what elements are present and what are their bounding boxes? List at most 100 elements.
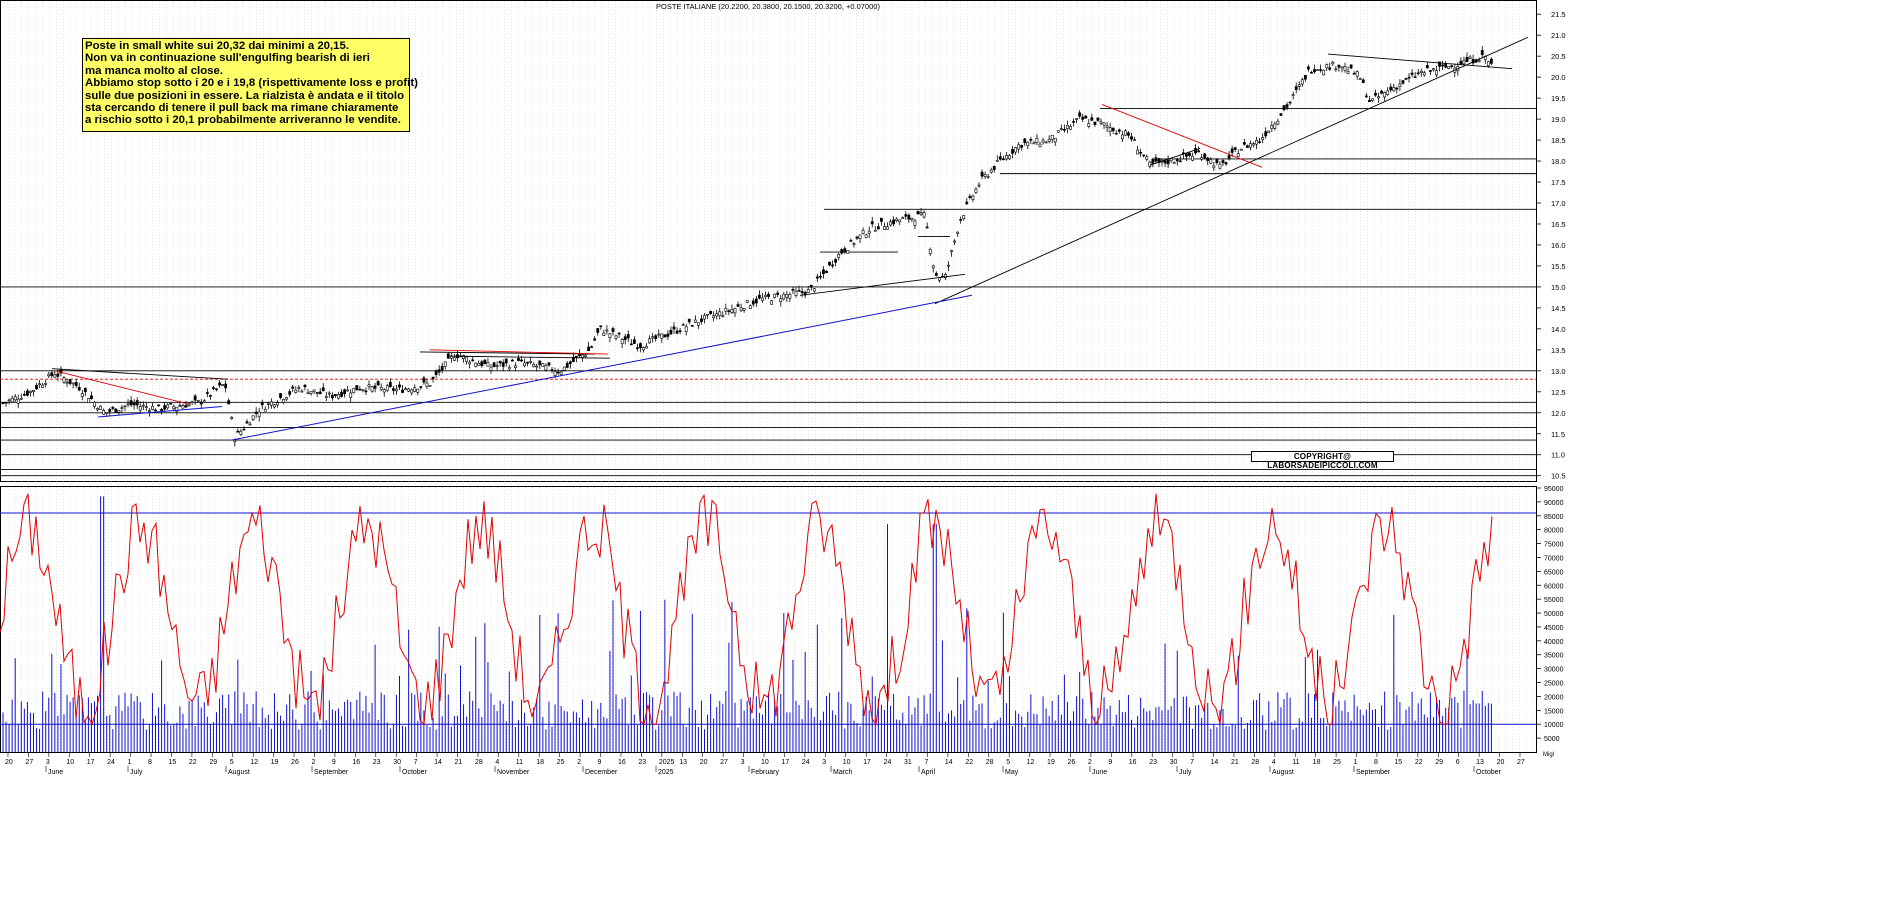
candle-body bbox=[501, 362, 505, 367]
candle-body bbox=[492, 362, 496, 367]
volume-tick-label: 5000 bbox=[1544, 736, 1560, 743]
candle-body bbox=[1239, 148, 1243, 151]
candle-body bbox=[1331, 61, 1335, 65]
candle-body bbox=[1258, 141, 1262, 143]
candle-body bbox=[776, 292, 780, 295]
candle-body bbox=[1063, 129, 1066, 131]
candle-body bbox=[654, 335, 658, 340]
date-tick-label: 18 bbox=[536, 759, 544, 766]
candle-body bbox=[611, 328, 615, 332]
date-tick-label: 10 bbox=[66, 759, 74, 766]
candle-body bbox=[681, 324, 685, 326]
trend-line bbox=[51, 368, 229, 380]
volume-tick-label: 60000 bbox=[1544, 583, 1564, 590]
candle-body bbox=[1227, 155, 1231, 160]
month-label: April bbox=[921, 769, 935, 776]
volume-tick-label: 50000 bbox=[1544, 611, 1564, 618]
candle-body bbox=[166, 404, 170, 409]
candle-body bbox=[74, 381, 78, 386]
candle-body bbox=[486, 362, 490, 367]
candle-body bbox=[440, 366, 444, 371]
volume-tick-label: 70000 bbox=[1544, 555, 1564, 562]
date-tick-label: 21 bbox=[1231, 759, 1239, 766]
candle-body bbox=[779, 298, 783, 303]
candle-body bbox=[1368, 99, 1371, 103]
volume-tick-label: 25000 bbox=[1544, 681, 1564, 688]
candle-body bbox=[879, 217, 883, 222]
candle-body bbox=[266, 402, 270, 405]
volume-tick-label: 45000 bbox=[1544, 625, 1564, 632]
candle-body bbox=[1053, 137, 1057, 143]
candle-body bbox=[1307, 66, 1310, 70]
candle-body bbox=[788, 294, 792, 299]
candle-body bbox=[1462, 60, 1466, 65]
candle-body bbox=[35, 384, 38, 390]
candle-body bbox=[1197, 150, 1201, 153]
candle-body bbox=[1486, 61, 1490, 67]
candle-body bbox=[196, 399, 200, 402]
candle-body bbox=[355, 385, 359, 391]
candle-body bbox=[1096, 117, 1100, 121]
date-tick-label: 25 bbox=[557, 759, 565, 766]
candle-body bbox=[764, 294, 767, 298]
candle-body bbox=[529, 361, 533, 363]
candle-body bbox=[1056, 130, 1060, 133]
candle-body bbox=[1389, 86, 1393, 91]
date-tick-label: 5 bbox=[230, 759, 234, 766]
candle-body bbox=[1349, 64, 1353, 69]
candle-body bbox=[1212, 165, 1216, 169]
candle-body bbox=[65, 381, 69, 384]
candle-body bbox=[639, 343, 642, 349]
price-tick-label: 19.5 bbox=[1551, 94, 1566, 103]
candle-body bbox=[520, 359, 523, 362]
month-label: September bbox=[1356, 769, 1391, 776]
date-tick-label: 8 bbox=[148, 759, 152, 766]
candle-body bbox=[1252, 143, 1255, 146]
candle-body bbox=[59, 369, 63, 374]
candle-body bbox=[861, 230, 865, 234]
trend-line bbox=[799, 273, 966, 296]
candle-body bbox=[477, 363, 481, 366]
candle-body bbox=[47, 373, 51, 377]
candle-body bbox=[1383, 92, 1387, 98]
date-tick-label: 11 bbox=[1292, 759, 1299, 766]
candle-body bbox=[825, 271, 828, 273]
candle-body bbox=[840, 249, 844, 254]
date-tick-label: 14 bbox=[434, 759, 442, 766]
candle-body bbox=[1084, 115, 1088, 119]
date-tick-label: 19 bbox=[271, 759, 279, 766]
candle-body bbox=[684, 326, 688, 332]
candle-body bbox=[373, 385, 377, 389]
candle-body bbox=[700, 318, 703, 322]
price-tick-label: 15.5 bbox=[1551, 262, 1566, 271]
date-tick-label: 19 bbox=[1047, 759, 1055, 766]
candle-body bbox=[294, 389, 298, 393]
candle-body bbox=[1093, 121, 1097, 125]
candle-body bbox=[1325, 64, 1329, 69]
candle-body bbox=[99, 405, 103, 410]
trend-line bbox=[934, 36, 1529, 305]
month-label: March bbox=[833, 769, 853, 776]
candle-body bbox=[870, 221, 874, 225]
candle-body bbox=[1310, 71, 1313, 74]
date-tick-label: 24 bbox=[107, 759, 115, 766]
price-tick-label: 17.0 bbox=[1551, 199, 1566, 208]
candle-body bbox=[251, 415, 255, 420]
candle-body bbox=[1242, 142, 1246, 145]
date-tick-label: 1 bbox=[128, 759, 132, 766]
candle-body bbox=[1102, 122, 1106, 126]
candle-body bbox=[944, 274, 947, 279]
date-tick-label: 27 bbox=[25, 759, 33, 766]
candle-body bbox=[330, 394, 334, 399]
candle-body bbox=[931, 265, 935, 269]
candle-body bbox=[413, 387, 417, 392]
candle-body bbox=[157, 404, 160, 407]
candle-body bbox=[398, 384, 401, 388]
candle-body bbox=[550, 369, 554, 372]
date-tick-label: 7 bbox=[924, 759, 928, 766]
price-tick-label: 17.5 bbox=[1551, 178, 1566, 187]
candle-body bbox=[599, 325, 603, 328]
candle-body bbox=[883, 226, 886, 230]
candle-body bbox=[965, 201, 969, 205]
trend-line bbox=[419, 351, 596, 355]
